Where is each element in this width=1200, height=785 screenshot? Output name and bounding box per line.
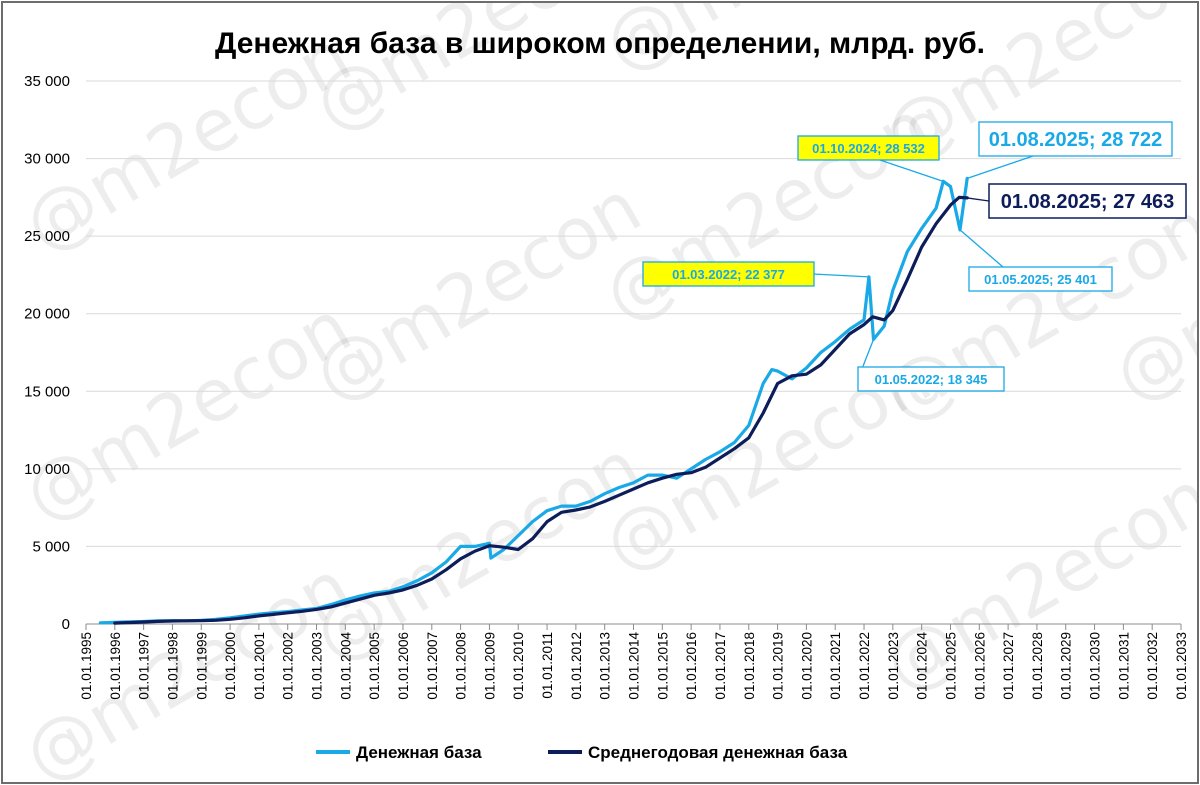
x-tick-label: 01.01.1996 bbox=[108, 632, 123, 700]
x-tick-label: 01.01.2004 bbox=[338, 632, 353, 700]
x-tick-label: 01.01.2007 bbox=[425, 632, 440, 700]
y-tick-label: 25 000 bbox=[24, 228, 70, 245]
x-tick-label: 01.01.2027 bbox=[1001, 632, 1016, 700]
legend-label: Среднегодовая денежная база bbox=[588, 743, 848, 762]
x-tick-label: 01.01.2028 bbox=[1030, 632, 1045, 700]
y-tick-label: 15 000 bbox=[24, 383, 70, 400]
x-tick-label: 01.01.2008 bbox=[454, 632, 469, 700]
y-axis: 0 5 000 10 000 15 000 20 000 25 000 30 000 35 0… bbox=[24, 73, 70, 633]
x-tick-label: 01.01.2010 bbox=[511, 632, 526, 700]
x-tick-label: 01.01.1995 bbox=[79, 632, 94, 700]
x-tick-label: 01.01.2009 bbox=[482, 632, 497, 700]
x-tick-label: 01.01.2013 bbox=[598, 632, 613, 700]
x-tick-label: 01.01.2014 bbox=[627, 632, 642, 700]
x-tick-label: 01.01.2030 bbox=[1088, 632, 1103, 700]
annotation-leader-line bbox=[879, 159, 944, 182]
x-tick-label: 01.01.2016 bbox=[684, 632, 699, 700]
series-line-average-money-base bbox=[113, 195, 969, 625]
y-tick-label: 35 000 bbox=[24, 73, 70, 90]
annotation-label: 01.08.2025; 27 463 bbox=[1001, 191, 1175, 213]
annotation-label: 01.05.2022; 18 345 bbox=[875, 372, 988, 387]
x-tick-label: 01.01.2003 bbox=[310, 632, 325, 700]
x-tick-label: 01.01.2017 bbox=[713, 632, 728, 700]
x-tick-label: 01.01.2031 bbox=[1116, 632, 1131, 700]
x-tick-label: 01.01.2015 bbox=[655, 632, 670, 700]
x-tick-label: 01.01.2025 bbox=[943, 632, 958, 700]
annotation-leader-line bbox=[959, 229, 1004, 268]
x-tick-label: 01.01.2005 bbox=[367, 632, 382, 700]
series-layer bbox=[98, 176, 969, 625]
x-tick-label: 01.01.2002 bbox=[281, 632, 296, 700]
x-tick-label: 01.01.2018 bbox=[742, 632, 757, 700]
annotation-box bbox=[978, 121, 1173, 157]
annotation-layer: 01.03.2022; 22 377 01.05.2022; 18 345 01.1… bbox=[642, 121, 1187, 392]
x-tick-label: 01.01.2033 bbox=[1174, 632, 1189, 700]
x-tick-label: 01.01.1998 bbox=[165, 632, 180, 700]
x-tick-label: 01.01.2022 bbox=[857, 632, 872, 700]
annotation-label: 01.05.2025; 25 401 bbox=[984, 272, 1097, 287]
annotation-box bbox=[988, 183, 1187, 219]
annotation-box bbox=[968, 266, 1113, 292]
y-tick-label: 5 000 bbox=[32, 538, 70, 555]
chart-title: Денежная база в широком определении, млр… bbox=[215, 27, 985, 60]
x-tick-label: 01.01.2006 bbox=[396, 632, 411, 700]
annotation-label: 01.03.2022; 22 377 bbox=[672, 267, 785, 282]
x-tick-label: 01.01.2001 bbox=[252, 632, 267, 700]
x-tick-label: 01.01.2021 bbox=[828, 632, 843, 700]
x-tick-label: 01.01.2026 bbox=[972, 632, 987, 700]
annotation-leader-line bbox=[966, 155, 1034, 180]
legend: Денежная база Среднегодовая денежная база bbox=[316, 743, 848, 762]
x-tick-label: 01.01.2019 bbox=[771, 632, 786, 700]
x-tick-label: 01.01.2012 bbox=[569, 632, 584, 700]
x-tick-label: 01.01.1999 bbox=[194, 632, 209, 700]
annotation-box bbox=[797, 135, 940, 161]
x-tick-label: 01.01.2000 bbox=[223, 632, 238, 700]
annotation-leader-line bbox=[967, 197, 990, 202]
x-tick-label: 01.01.2011 bbox=[540, 632, 555, 699]
x-tick-label: 01.01.2032 bbox=[1145, 632, 1160, 700]
legend-label: Денежная база bbox=[356, 743, 482, 762]
x-axis: 01.01.1995 01.01.1996 01.01.1997 01.01.1998… bbox=[79, 624, 1189, 700]
y-tick-label: 10 000 bbox=[24, 461, 70, 478]
annotation-label: 01.10.2024; 28 532 bbox=[812, 141, 925, 156]
annotation-box bbox=[857, 366, 1005, 392]
chart-svg: @m2econ@m2econ@m2econ@m2econ@m2econ@m2ec… bbox=[10, 3, 1198, 782]
watermark-text: @m2econ bbox=[300, 164, 655, 418]
annotation-leader-line bbox=[812, 273, 869, 278]
series-line-money-base bbox=[98, 176, 969, 625]
x-tick-label: 01.01.2020 bbox=[799, 632, 814, 700]
y-tick-label: 30 000 bbox=[24, 151, 70, 168]
annotation-box bbox=[642, 261, 815, 287]
annotation-label: 01.08.2025; 28 722 bbox=[989, 129, 1163, 151]
y-tick-label: 0 bbox=[62, 616, 70, 633]
x-tick-label: 01.01.1997 bbox=[137, 632, 152, 700]
x-tick-label: 01.01.2023 bbox=[886, 632, 901, 700]
x-tick-label: 01.01.2029 bbox=[1059, 632, 1074, 700]
x-tick-label: 01.01.2024 bbox=[915, 632, 930, 700]
grid-layer bbox=[86, 80, 1181, 625]
y-tick-label: 20 000 bbox=[24, 306, 70, 323]
